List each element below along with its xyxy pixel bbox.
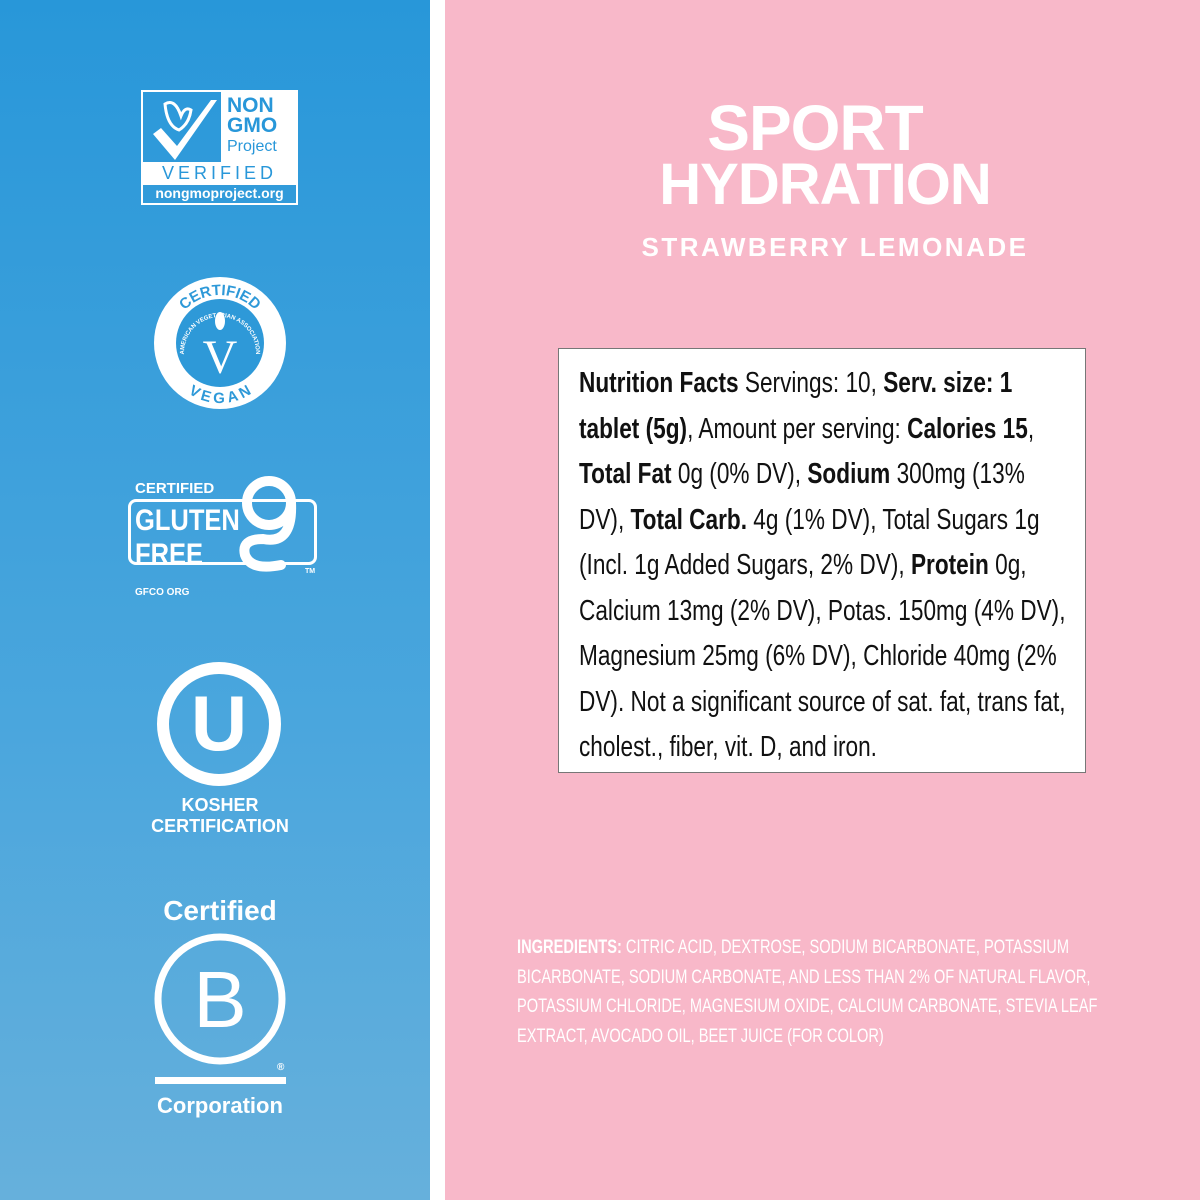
gf-top-text: CERTIFIED [135, 480, 215, 497]
butterfly-check-icon [153, 100, 217, 160]
nutrition-segment: 0g (0% DV), [671, 458, 808, 490]
verified-text: VERIFIED [161, 163, 277, 183]
nutrition-segment: Protein [910, 549, 989, 581]
g-icon [239, 476, 297, 572]
bcorp-letter: B [193, 955, 246, 1044]
kosher-u-icon: U [157, 662, 281, 786]
kosher-letter: U [191, 679, 247, 767]
kosher-line1: KOSHER [181, 795, 259, 815]
nutrition-segment: , [1027, 412, 1035, 445]
nutrition-segment: Total Fat [579, 458, 672, 490]
product-title-line2: HYDRATION [659, 152, 991, 217]
url-text: nongmoproject.org [155, 185, 284, 201]
flavor-name: STRAWBERRY LEMONADE [641, 232, 1029, 262]
product-title-line1: SPORT [707, 92, 923, 164]
kosher-line2: CERTIFICATION [151, 816, 289, 836]
certifications-panel [0, 0, 430, 1200]
bcorp-b-icon: B [154, 933, 286, 1065]
nutrition-segment: Serv. size: 1 tablet (5g) [579, 367, 1013, 445]
nutrition-segment: 0g, Calcium 13mg (2% DV), Potas. 150mg (… [579, 549, 1066, 763]
non-gmo-text: GMO [227, 114, 278, 137]
nutrition-facts-box: Nutrition Facts Servings: 10, Serv. size… [558, 348, 1086, 773]
nutrition-segment: Nutrition Facts [579, 367, 739, 399]
bcorp-bottom-text: Corporation [157, 1093, 283, 1118]
nutrition-segment: 300mg (13% DV), [579, 458, 1025, 536]
ingredients-label: INGREDIENTS: [517, 936, 622, 958]
non-gmo-badge: NON GMO Project VERIFIED nongmoproject.o… [141, 90, 298, 205]
nutrition-facts-text: Nutrition Facts Servings: 10, Serv. size… [579, 361, 1070, 771]
gf-bottom-text: GFCO ORG [135, 587, 190, 598]
bcorp-top-text: Certified [163, 895, 277, 926]
gluten-free-badge: CERTIFIED GLUTEN FREE TM GFCO ORG [125, 475, 320, 600]
registered-mark: ® [277, 1062, 285, 1073]
nutrition-segment: Servings: 10, [738, 367, 884, 399]
nutrition-segment: Total Carb. [630, 503, 747, 536]
nutrition-segment: 4g (1% DV), Total Sugars 1g (Incl. 1g Ad… [579, 503, 1040, 582]
gf-line2: FREE [135, 538, 204, 571]
vegan-badge: CERTIFIED VEGAN AMERICAN VEGETARIAN ASSO… [154, 277, 286, 409]
non-gmo-text: NON [227, 94, 274, 117]
nutrition-segment: , Amount per serving: [687, 412, 908, 445]
non-gmo-text: Project [227, 138, 277, 155]
vegan-letter: V [203, 331, 238, 384]
ingredients-text: CITRIC ACID, DEXTROSE, SODIUM BICARBONAT… [517, 936, 1098, 1047]
gf-line1: GLUTEN [135, 504, 240, 537]
divider [430, 0, 445, 1200]
nutrition-segment: Calories 15 [907, 412, 1028, 445]
ingredients: INGREDIENTS: CITRIC ACID, DEXTROSE, SODI… [517, 933, 1110, 1051]
tm-mark: TM [305, 568, 316, 575]
nutrition-segment: Sodium [807, 458, 891, 490]
bcorp-bar [155, 1077, 286, 1084]
